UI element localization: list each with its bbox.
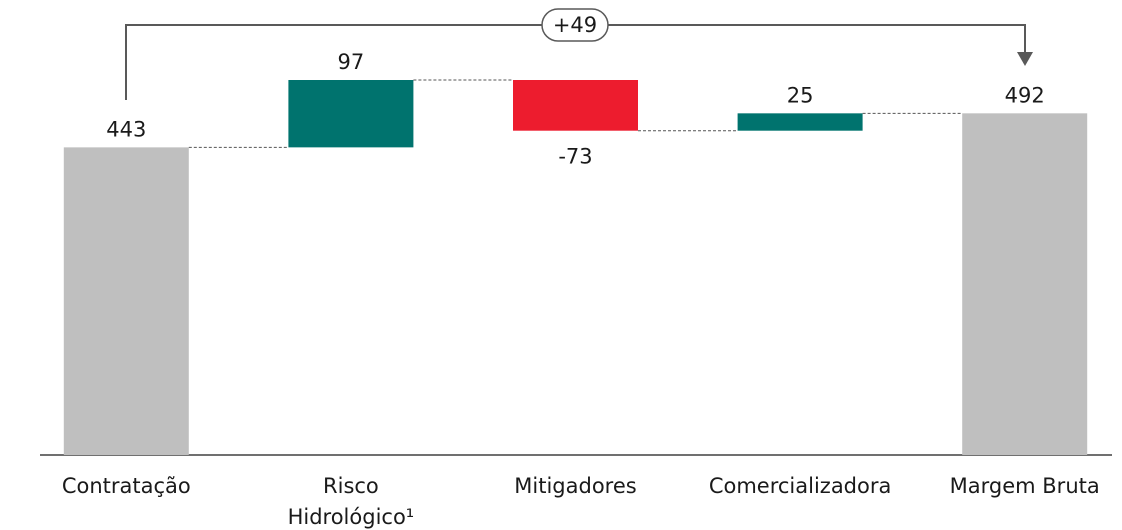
- x-tick-label: Risco Hidrológico¹: [288, 474, 415, 529]
- value-label: 25: [787, 83, 814, 107]
- x-tick-label: Margem Bruta: [950, 474, 1100, 498]
- x-tick-label: Mitigadores: [514, 474, 636, 498]
- annotation: +49: [553, 13, 597, 37]
- bar: [737, 113, 863, 131]
- value-label: 97: [338, 50, 365, 74]
- annotation-box: [541, 8, 609, 42]
- value-label: -73: [558, 145, 592, 169]
- x-tick-label: Contratação: [62, 474, 191, 498]
- bracket-arrow: [1017, 52, 1033, 66]
- x-tick-label: Comercializadora: [709, 474, 892, 498]
- bar: [288, 80, 414, 148]
- value-label: 443: [106, 117, 146, 141]
- bar: [962, 113, 1088, 455]
- value-label: 492: [1005, 83, 1045, 107]
- bar: [513, 80, 638, 131]
- bar: [63, 147, 189, 455]
